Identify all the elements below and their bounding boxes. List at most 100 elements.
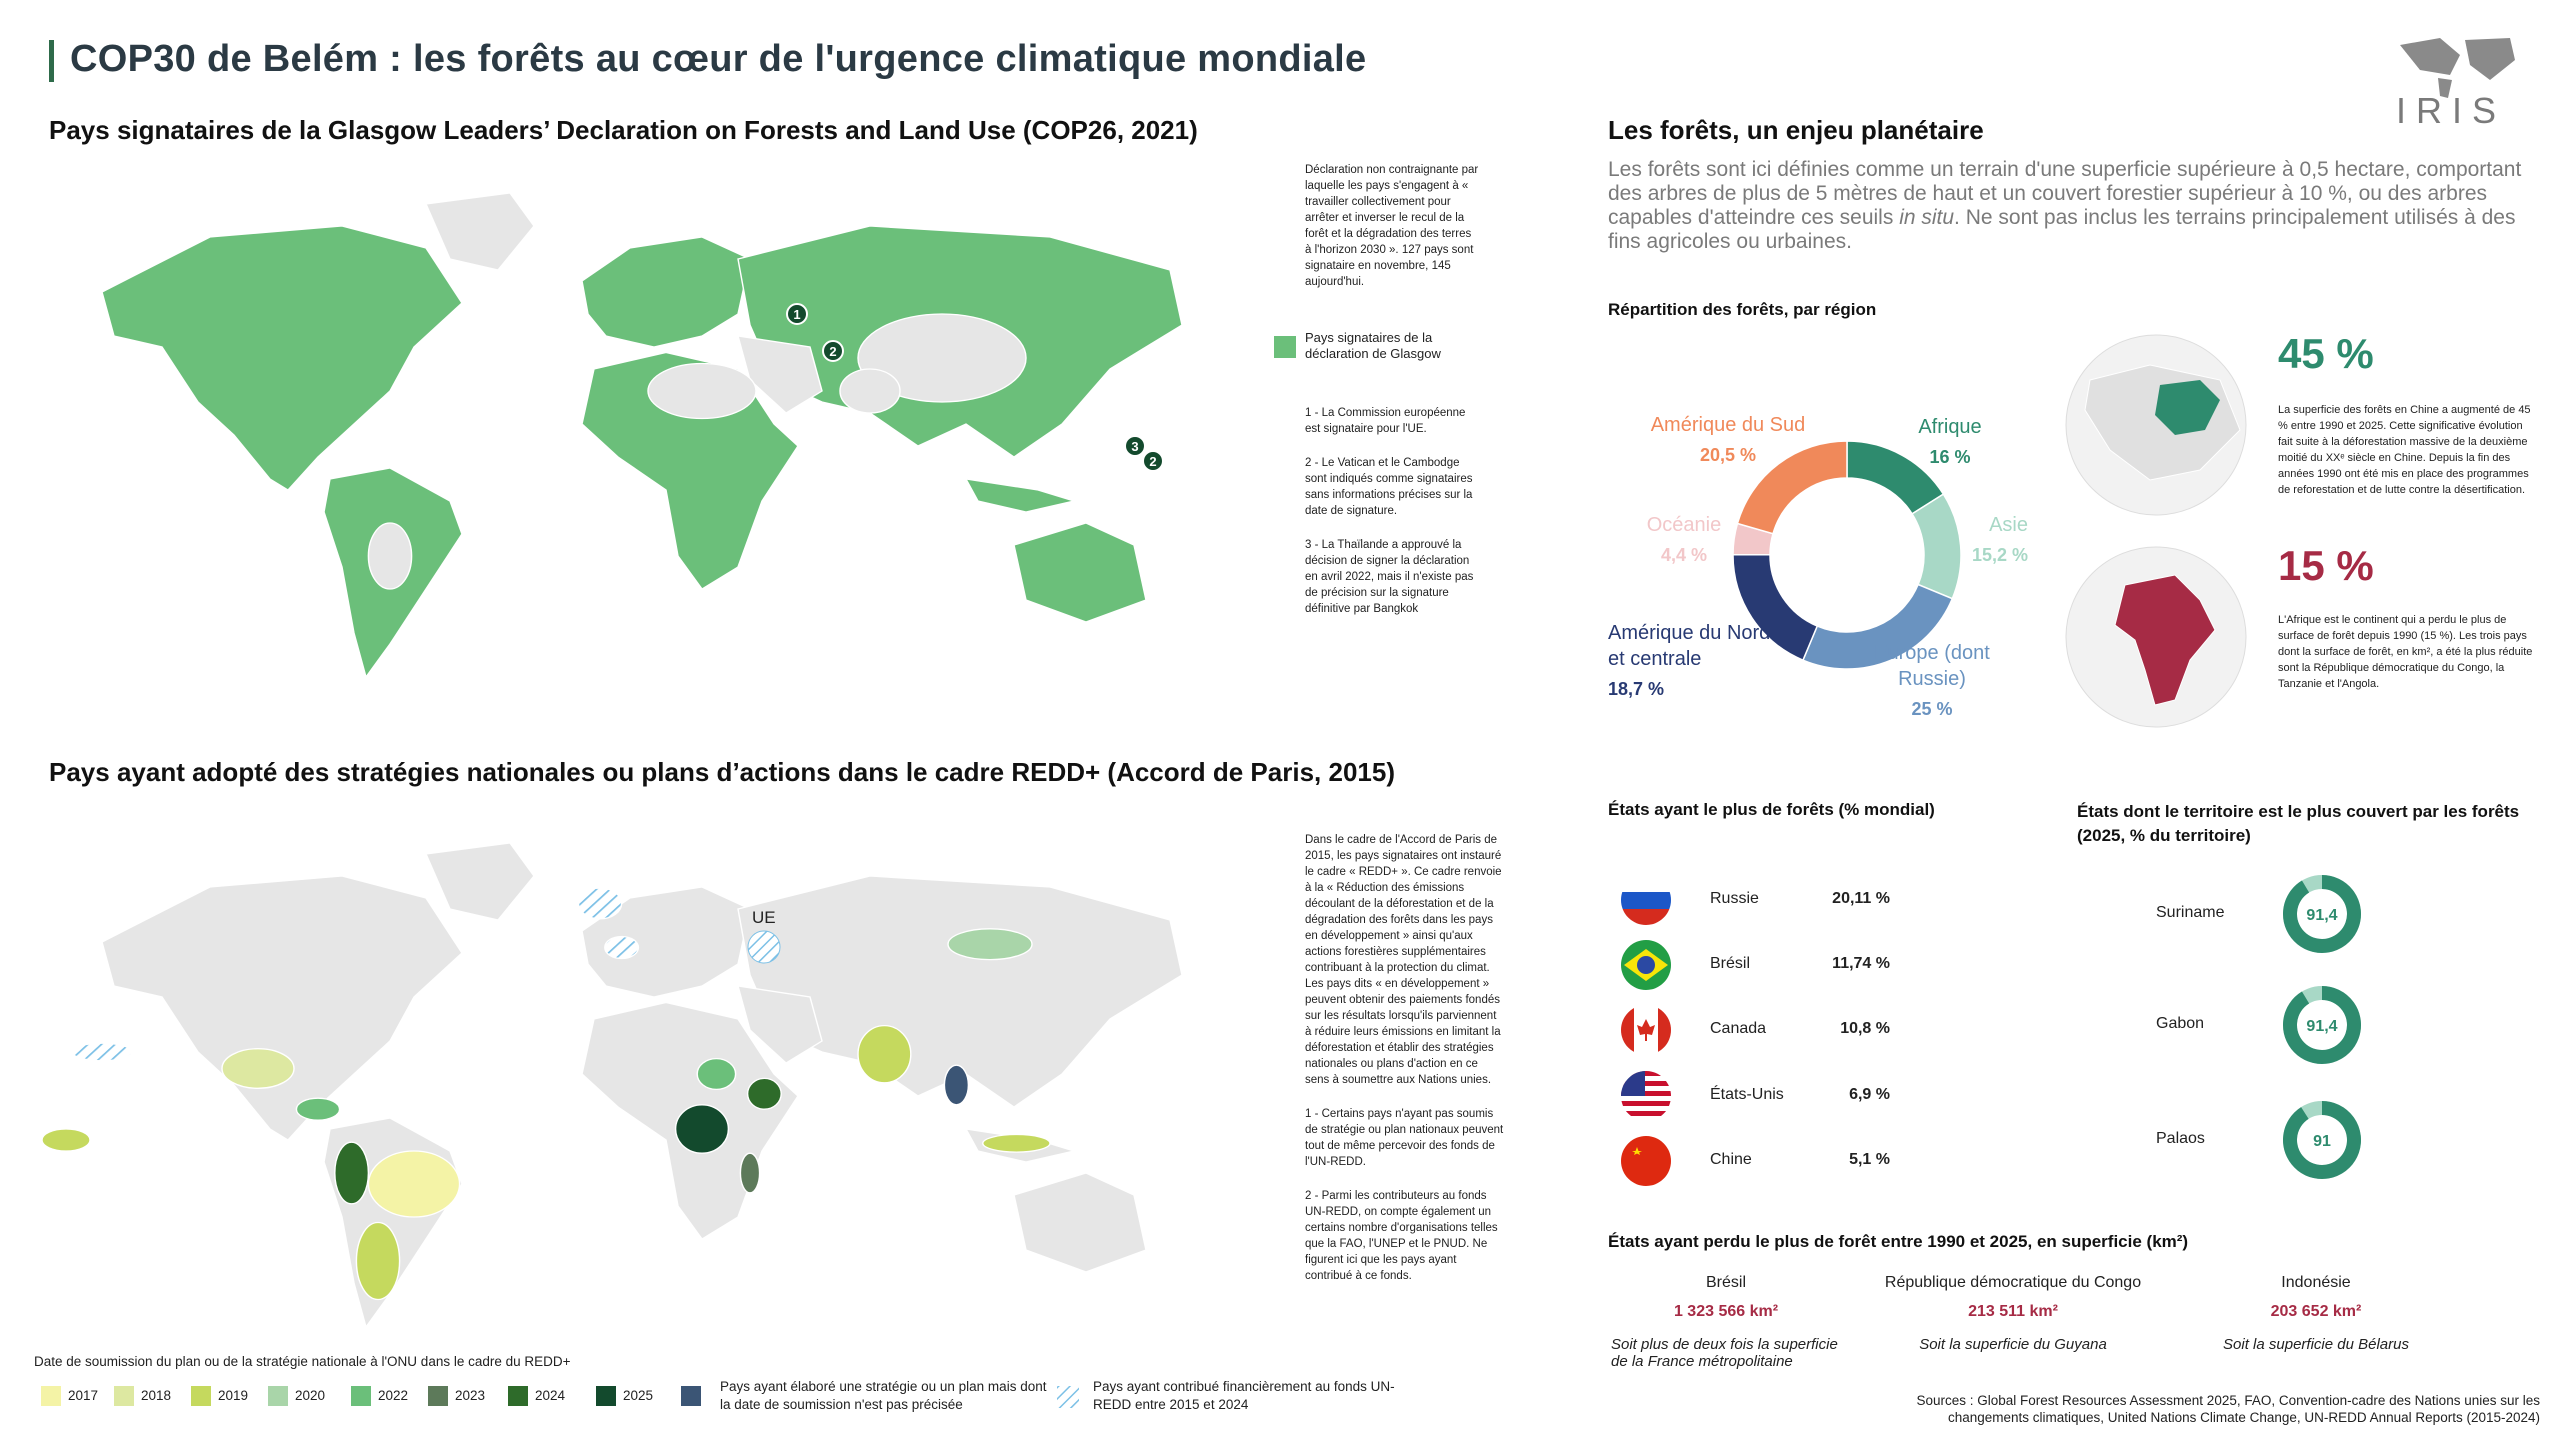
flag-russia [1621,875,1671,925]
value-label: 16 % [1929,447,1971,467]
legend-swatch [681,1386,701,1406]
value-label: 25 % [1911,699,1953,719]
map-marker [786,303,808,325]
loss-comparison: Soit plus de deux fois la superficie de … [1611,1336,1838,1370]
donut-label: Asie 15,2 % [1900,512,2028,568]
loss-comparison: Soit la superficie du Guyana [1919,1336,2107,1353]
legend-swatch [268,1386,288,1406]
marker-label: 1 [793,307,800,322]
globe-china [2065,334,2247,516]
eu-funding-marker [747,930,781,964]
note-text: Dans le cadre de l'Accord de Paris de 20… [1305,834,1502,1086]
legend-label: 2017 [68,1388,99,1403]
legend-label: Pays ayant élaboré une stratégie ou un p… [720,1379,1047,1412]
category-label: Europe (dont Russie) [1874,642,1990,690]
legend-swatch [191,1386,211,1406]
text: Les forêts sont ici définies comme un te… [1608,158,2522,229]
donut-label: Amérique du Sud 20,5 % [1628,412,1828,468]
country-name: Palaos [2156,1130,2205,1147]
footnote: 3 - La Thaïlande a approuvé la décision … [1305,539,1474,615]
forest-share: 10,8 % [1840,1020,1890,1037]
legend-label: 2019 [218,1388,249,1403]
legend-swatch [114,1386,134,1406]
country-name: Russie [1710,890,1759,907]
value-label: 4,4 % [1660,545,1708,565]
footnote: 1 - Certains pays n'ayant pas soumis de … [1305,1108,1504,1168]
definition: Les forêts sont ici définies comme un te… [1608,158,2528,254]
value-label: 20,5 % [1699,445,1757,465]
value-label: 18,7 % [1608,679,1665,699]
ring-arc [2283,875,2361,953]
country-name: Gabon [2156,1015,2205,1032]
legend-swatch [596,1386,616,1406]
legend-swatch [41,1386,61,1406]
footnote: 2 - Le Vatican et le Cambodge sont indiq… [1305,457,1473,517]
country-name: Brésil [1705,1274,1746,1291]
map-title: Pays signataires de la Glasgow Leaders’ … [49,115,1198,145]
flag-canada [1621,1005,1671,1055]
forest-share: 5,1 % [1849,1151,1890,1168]
category-label: Afrique [1918,416,1982,438]
legend-label: 2018 [141,1388,172,1403]
marker-label: 2 [1149,454,1156,469]
forest-share: 20,11 % [1832,890,1890,907]
country-name: Brésil [1710,955,1751,972]
donut-segment [1736,440,1848,535]
loss-area: 203 652 km² [2270,1303,2362,1320]
highlight-value: 45 % [2278,330,2374,377]
value-label: 15,2 % [1971,545,2028,565]
category-label: Amérique du Nord et centrale [1608,622,1771,670]
highlight-value: 15 % [2278,542,2374,589]
footnote: 2 - Parmi les contributeurs au fonds UN-… [1305,1190,1498,1282]
donut-label: Océanie 4,4 % [1614,512,1754,568]
legend-swatch [1274,336,1296,358]
legend-swatch [1057,1386,1079,1408]
legend-swatch [508,1386,528,1406]
logo-text: IRIS [2396,90,2507,131]
category-label: Amérique du Sud [1650,414,1806,436]
country-name: Canada [1710,1020,1767,1037]
redd-map [41,842,1183,1328]
map-title: Pays ayant adopté des stratégies nationa… [49,757,1395,787]
ring-label: 91 [2313,1133,2331,1150]
forest-share: 6,9 % [1849,1086,1890,1103]
text: in situ [1899,206,1955,229]
loss-area: 213 511 km² [1968,1303,2058,1320]
region-label: UE [752,908,776,927]
map-marker [1124,435,1146,457]
country-name: Indonésie [2281,1274,2351,1291]
donut-label: Amérique du Nord et centrale 18,7 % [1608,620,1788,702]
country-name: États-Unis [1710,1086,1784,1103]
title-accent [49,40,54,82]
legend-label: 2023 [455,1388,486,1403]
legend-swatch [351,1386,371,1406]
legend-title: Date de soumission du plan ou de la stra… [34,1354,571,1369]
legend-label: Pays ayant contribué financièrement au f… [1093,1379,1395,1412]
chart-title: Répartition des forêts, par région [1608,300,1877,319]
text: . Ne sont pas inclus les terrains princi… [1608,206,2516,253]
highlight-text: La superficie des forêts en Chine a augm… [2278,404,2531,496]
flag-brazil [1621,940,1671,990]
marker-label: 2 [829,344,836,359]
ring-arc [2283,1101,2361,1179]
legend-label: 2025 [623,1388,654,1403]
section-title: Les forêts, un enjeu planétaire [1608,115,1984,145]
marker-label: 3 [1131,439,1138,454]
loss-area: 1 323 566 km² [1673,1303,1779,1320]
flag-china [1621,1136,1671,1186]
ring-label: 91,4 [2306,1018,2337,1035]
section-title: États ayant le plus de forêts (% mondial… [1608,800,1935,819]
loss-comparison: Soit la superficie du Bélarus [2223,1336,2409,1353]
footnotes: 1 - La Commission européenne est signata… [1305,405,1475,635]
glasgow-map [101,192,1183,678]
sources: Sources : Global Forest Resources Assess… [1916,1393,2540,1425]
map-marker [1142,450,1164,472]
donut-label: Afrique 16 % [1880,414,2020,470]
category-label: Océanie [1646,514,1722,536]
country-name: Suriname [2156,904,2225,921]
country-name: Chine [1710,1151,1752,1168]
page-title: COP30 de Belém : les forêts au cœur de l… [70,38,1367,80]
section-title: États ayant perdu le plus de forêt entre… [1608,1232,2189,1251]
country-name: République démocratique du Congo [1884,1274,2142,1291]
